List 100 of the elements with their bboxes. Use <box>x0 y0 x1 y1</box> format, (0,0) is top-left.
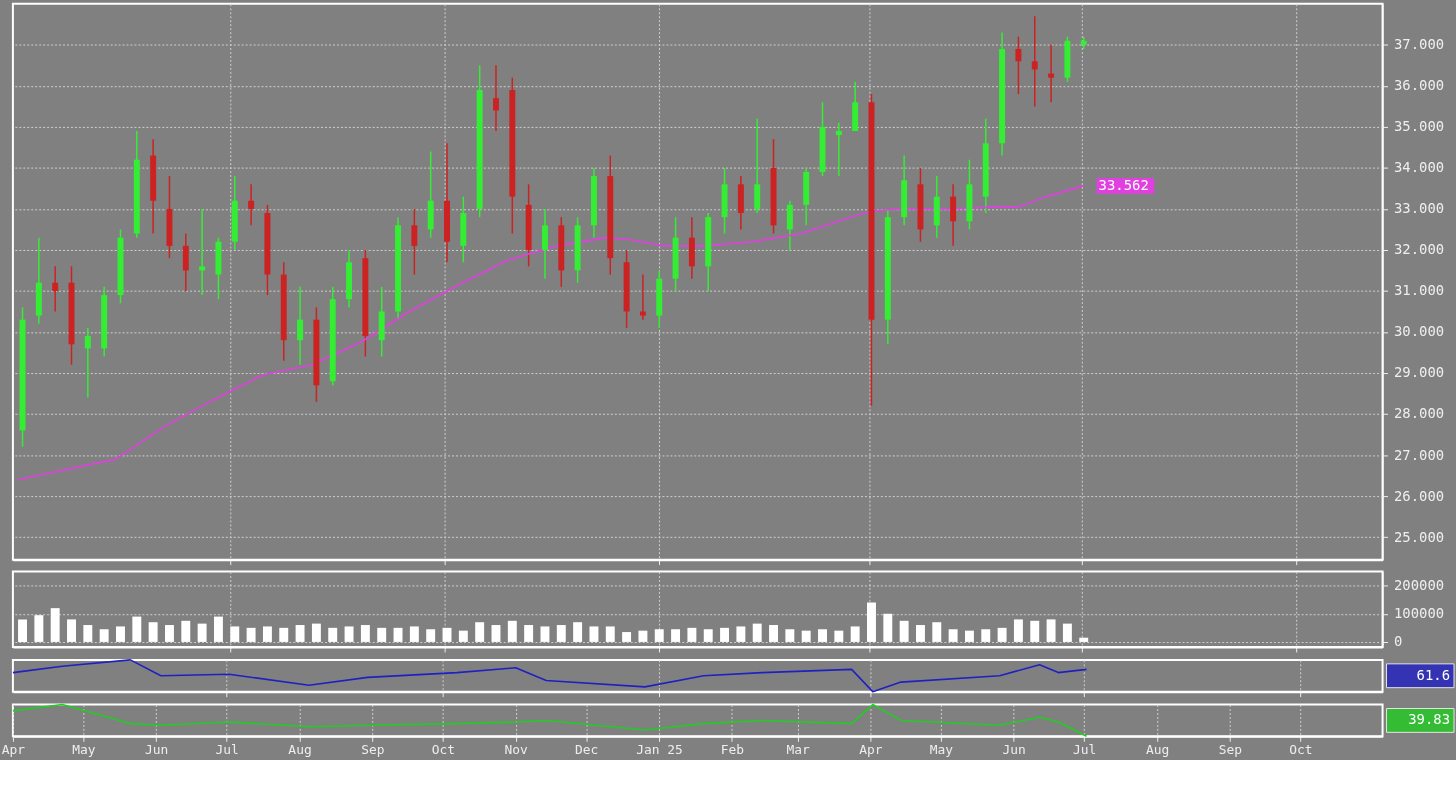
candlestick <box>493 64 499 132</box>
x-tick-label: Dec <box>574 741 599 757</box>
bar <box>295 625 305 642</box>
bar <box>769 625 778 642</box>
bar <box>948 629 958 642</box>
bar <box>818 629 827 642</box>
y-tick-label: 26.000 <box>1393 487 1445 504</box>
bar <box>230 626 240 642</box>
bar <box>1046 619 1056 642</box>
bar <box>344 626 354 642</box>
candlestick <box>1015 35 1022 95</box>
bar <box>850 626 860 642</box>
bar <box>605 626 615 642</box>
bar <box>785 629 795 642</box>
bar <box>573 622 583 642</box>
bar <box>458 630 468 642</box>
x-tick-label: Jul <box>1073 741 1097 757</box>
x-tick-label: Mar <box>786 741 810 757</box>
bar <box>475 622 485 642</box>
candlestick <box>199 208 206 296</box>
y-tick-label: 30.000 <box>1393 323 1445 340</box>
bar <box>556 625 566 642</box>
bar <box>1030 620 1040 642</box>
bar <box>34 615 44 642</box>
x-tick-label: Sep <box>1218 741 1242 757</box>
bar <box>736 626 746 642</box>
x-tick-label: Feb <box>720 741 744 757</box>
bar <box>997 627 1007 642</box>
bar <box>834 630 844 642</box>
x-tick-label: Apr <box>859 741 883 757</box>
bar <box>491 625 501 642</box>
y-tick-label: 200000 <box>1393 577 1445 594</box>
bar <box>181 620 191 642</box>
bar <box>197 623 207 642</box>
y-tick-label: 33.000 <box>1393 200 1445 217</box>
bar <box>801 630 811 642</box>
data-label: 33.562 <box>1098 176 1149 193</box>
bar <box>1013 619 1023 642</box>
bar <box>328 627 338 642</box>
bar <box>213 616 223 642</box>
bar <box>883 613 893 642</box>
bar <box>524 625 534 642</box>
bar <box>671 629 681 642</box>
bar <box>116 626 125 642</box>
candlestick <box>1048 44 1055 104</box>
bar <box>703 629 713 642</box>
candlestick <box>835 122 842 177</box>
bar <box>507 620 517 642</box>
x-tick-label: Jul <box>215 741 239 757</box>
bar <box>720 627 730 642</box>
bar <box>279 627 289 642</box>
bar <box>638 630 648 642</box>
candlestick <box>52 265 59 313</box>
bar <box>83 625 93 642</box>
bar <box>687 627 697 642</box>
x-tick-label: Oct <box>1289 741 1313 757</box>
candlestick <box>1031 15 1038 108</box>
bar <box>426 629 436 642</box>
bar <box>622 632 632 642</box>
bar <box>409 626 419 642</box>
candlestick <box>84 327 91 399</box>
bar <box>246 627 256 642</box>
y-tick-label: 35.000 <box>1393 118 1445 135</box>
y-tick-label: 36.000 <box>1393 77 1445 94</box>
bar <box>262 626 272 642</box>
x-tick-label: May <box>72 741 96 757</box>
bar <box>311 623 321 642</box>
bar <box>932 622 942 642</box>
x-tick-label: Aug <box>1145 741 1170 757</box>
x-tick-label: Aug <box>288 741 312 757</box>
candlestick <box>639 273 646 321</box>
y-tick-label: 27.000 <box>1393 446 1445 463</box>
candlestick <box>411 208 418 276</box>
bar <box>981 629 991 642</box>
y-tick-label: 29.000 <box>1393 364 1445 381</box>
y-tick-label: 32.000 <box>1393 241 1445 258</box>
bar <box>654 629 664 642</box>
bar <box>377 627 387 642</box>
x-tick-label: Jun <box>145 741 169 757</box>
bar <box>1062 623 1072 642</box>
bar <box>752 623 762 642</box>
bar <box>899 620 909 642</box>
y-tick-label: 34.000 <box>1393 159 1445 176</box>
bar <box>67 619 76 642</box>
x-tick-label: Jun <box>1002 741 1026 757</box>
bar <box>148 622 158 642</box>
bar <box>99 629 109 642</box>
candlestick <box>248 183 255 227</box>
bar <box>964 630 974 642</box>
bar <box>360 625 370 642</box>
y-tick-label: 100000 <box>1393 605 1445 622</box>
bar <box>540 626 550 642</box>
x-tick-label: Nov <box>504 741 529 757</box>
y-tick-label: 28.000 <box>1393 405 1445 422</box>
y-tick-label: 25.000 <box>1393 528 1445 545</box>
x-tick-label: Oct <box>431 741 455 757</box>
x-tick-label: Apr <box>1 741 26 757</box>
y-tick-label: 37.000 <box>1393 36 1445 53</box>
bar <box>132 616 142 642</box>
x-tick-label: May <box>929 741 954 757</box>
